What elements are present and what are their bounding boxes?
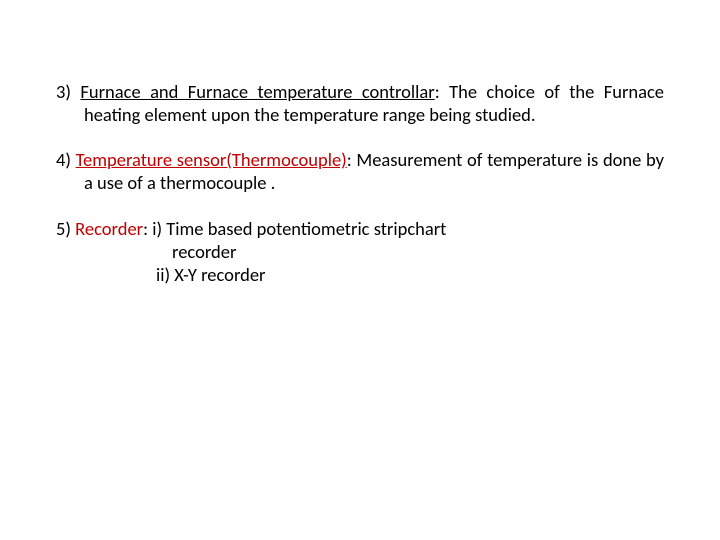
item-4-number: 4) [56,148,76,171]
list-item-5: 5) Recorder: i) Time based potentiometri… [56,217,664,286]
slide: 3) Furnace and Furnace temperature contr… [0,0,720,540]
list-item-4: 4) Temperature sensor(Thermocouple): Mea… [56,148,664,194]
item-5-sub-ii: ii) X-Y recorder [56,263,664,286]
item-4-title: Temperature sensor(Thermocouple) [76,148,347,171]
item-5-line1: 5) Recorder: i) Time based potentiometri… [56,217,664,240]
list-item-3: 3) Furnace and Furnace temperature contr… [56,80,664,126]
item-5-colon: : [143,217,152,240]
item-5-title: Recorder [75,217,143,240]
item-3-colon: : [435,80,449,103]
item-4-colon: : [347,148,357,171]
item-3-title: Furnace and Furnace temperature controll… [80,80,434,103]
item-3-number: 3) [56,80,80,103]
item-5-sub-i: i) Time based potentiometric stripchart [152,217,446,240]
item-5-sub-i-cont: recorder [56,240,664,263]
item-5-number: 5) [56,217,75,240]
